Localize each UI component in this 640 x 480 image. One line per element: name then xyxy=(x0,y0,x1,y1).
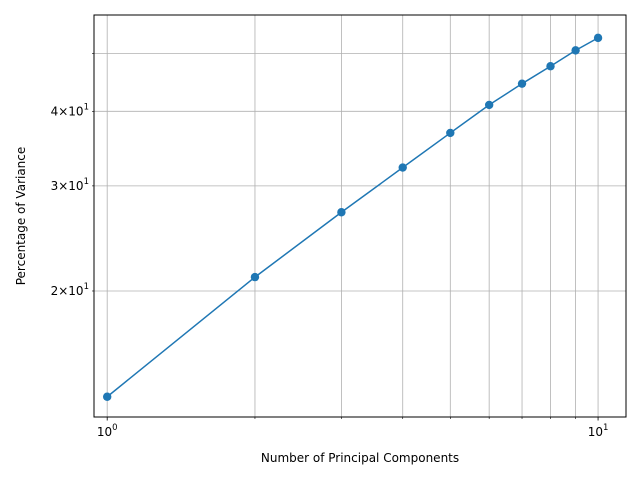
x-tick-exponent: 1 xyxy=(603,423,608,433)
x-tick-label: 100 xyxy=(97,423,118,439)
y-tick-exponent: 1 xyxy=(84,102,89,112)
y-tick-label: 2×101 xyxy=(51,282,89,298)
x-tick-base: 10 xyxy=(97,425,112,439)
data-point xyxy=(546,62,555,71)
data-point xyxy=(484,100,494,110)
data-point xyxy=(398,163,407,172)
y-tick-base: 10 xyxy=(68,179,83,193)
y-tick-base: 10 xyxy=(68,284,83,298)
data-point xyxy=(517,79,527,88)
y-tick-mantissa: 4 xyxy=(51,104,59,118)
x-axis-ticks: 100 101 xyxy=(97,417,609,439)
y-axis-label: Percentage of Variance xyxy=(14,147,28,286)
y-tick-exponent: 1 xyxy=(84,282,89,292)
y-tick-times: × xyxy=(58,284,68,298)
y-tick-base: 10 xyxy=(68,104,83,118)
x-tick-exponent: 0 xyxy=(112,423,117,433)
x-tick-label: 101 xyxy=(588,423,609,439)
data-point xyxy=(337,208,346,217)
data-point xyxy=(593,33,603,43)
y-tick-times: × xyxy=(58,104,68,118)
series-polyline xyxy=(106,37,599,398)
x-axis-label: Number of Principal Components xyxy=(261,451,459,465)
grid xyxy=(94,15,626,417)
y-tick-label: 3×101 xyxy=(51,177,89,193)
data-point xyxy=(250,272,260,282)
data-point xyxy=(102,392,112,401)
y-tick-mantissa: 3 xyxy=(51,179,59,193)
y-tick-exponent: 1 xyxy=(84,177,89,187)
plot-frame xyxy=(93,14,627,418)
y-tick-label: 4×101 xyxy=(51,102,89,118)
y-tick-mantissa: 2 xyxy=(51,284,59,298)
series-line xyxy=(102,33,603,401)
x-tick-base: 10 xyxy=(588,425,603,439)
data-point xyxy=(446,128,455,138)
data-point xyxy=(571,46,580,55)
y-tick-times: × xyxy=(58,179,68,193)
